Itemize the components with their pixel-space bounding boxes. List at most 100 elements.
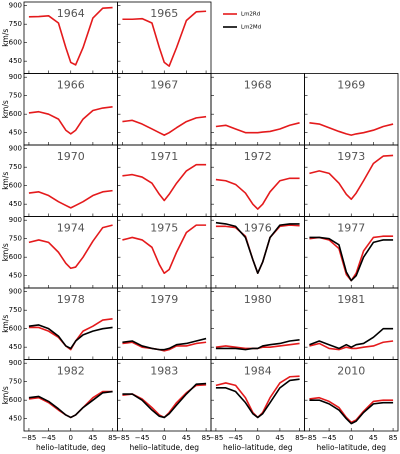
y-axis-label: km/s <box>1 100 10 118</box>
series-line <box>215 122 300 134</box>
panel-title: 1973 <box>337 150 365 163</box>
y-tick-label: 900 <box>9 145 22 153</box>
x-tick-label: 85 <box>295 434 304 442</box>
series-line <box>28 390 113 419</box>
y-tick-label: 900 <box>9 288 22 296</box>
y-tick-label: 450 <box>9 415 22 423</box>
legend-label: Lm2Md <box>241 25 261 31</box>
y-tick-label: 900 <box>9 216 22 224</box>
panel-title: 1965 <box>150 7 178 20</box>
panel: 1965 <box>117 1 212 74</box>
series-line <box>28 318 113 351</box>
x-tick-label: 0 <box>349 434 353 442</box>
y-tick-label: 750 <box>9 20 22 28</box>
y-tick-label: 450 <box>9 272 22 280</box>
series-line <box>28 105 113 135</box>
panel: 450 600 750 900 1970 km/s <box>1 144 118 217</box>
series-line <box>122 163 207 202</box>
legend: Lm2Rd Lm2Md <box>223 12 261 31</box>
x-axis-label: helio–latitude, deg <box>223 443 293 452</box>
panel: 1981 <box>304 287 399 360</box>
x-tick-label: 85 <box>108 434 117 442</box>
series-line <box>122 10 207 67</box>
panel: 1979 <box>117 287 212 360</box>
x-tick-label: 85 <box>389 434 398 442</box>
x-tick-label: −85 <box>22 434 37 442</box>
y-axis-label: km/s <box>1 386 10 404</box>
y-tick-label: 750 <box>9 235 22 243</box>
series-line <box>28 6 113 66</box>
panel: 1971 <box>117 144 212 217</box>
x-tick-label: −45 <box>41 434 56 442</box>
panel-title: 1981 <box>337 293 365 306</box>
panel-title: 1974 <box>57 222 85 235</box>
x-tick-label: 0 <box>69 434 73 442</box>
series-line <box>122 382 207 419</box>
panel: 450 600 750 900 1964 km/s <box>1 1 118 74</box>
panel: 450 600 750 900 1966 km/s <box>1 73 118 146</box>
x-tick-label: −45 <box>228 434 243 442</box>
panel-title: 1967 <box>150 79 178 92</box>
series-line <box>309 236 394 282</box>
panel-title: 1980 <box>244 293 272 306</box>
panel: 450 600 750 900 1978 km/s <box>1 287 118 360</box>
panel: −85 −45 0 45 85 2010 helio–latitude, deg <box>302 359 399 452</box>
panel-title: 1969 <box>337 79 365 92</box>
y-tick-label: 600 <box>9 39 22 47</box>
panel-title: 1977 <box>337 222 365 235</box>
panel: 1977 <box>304 216 399 289</box>
x-tick-label: −45 <box>322 434 337 442</box>
y-tick-label: 900 <box>9 73 22 81</box>
series-line <box>28 224 113 270</box>
panel: −85 −45 0 45 85 1984 helio–latitude, deg <box>209 359 305 452</box>
y-tick-label: 600 <box>9 182 22 190</box>
series-line <box>309 122 394 136</box>
panel-title: 1983 <box>150 365 178 378</box>
panel: 1969 <box>304 73 399 146</box>
panel-title: 1964 <box>57 7 85 20</box>
panel: 1975 <box>117 216 212 289</box>
series-line <box>309 327 394 350</box>
panel: 1973 <box>304 144 399 217</box>
y-tick-label: 750 <box>9 163 22 171</box>
series-line <box>122 383 207 419</box>
panel-title: 1975 <box>150 222 178 235</box>
y-tick-label: 600 <box>9 110 22 118</box>
panel: 1972 <box>210 144 305 217</box>
x-tick-label: −45 <box>135 434 150 442</box>
x-tick-label: 0 <box>162 434 166 442</box>
panel-title: 1978 <box>57 293 85 306</box>
x-axis-label: helio–latitude, deg <box>36 443 106 452</box>
panel-title: 1966 <box>57 79 85 92</box>
panel: 450 600 750 900 1974 km/s <box>1 216 118 289</box>
series-line <box>28 324 113 350</box>
y-tick-label: 600 <box>9 325 22 333</box>
y-tick-label: 450 <box>9 57 22 65</box>
series-line <box>122 115 207 136</box>
x-tick-label: −85 <box>302 434 317 442</box>
series-line <box>215 338 300 351</box>
y-axis-label: km/s <box>1 172 10 190</box>
series-line <box>309 340 394 351</box>
series-line <box>28 189 113 209</box>
x-tick-label: 45 <box>369 434 378 442</box>
x-tick-label: 85 <box>202 434 211 442</box>
panel-title: 1984 <box>244 365 272 378</box>
series-line <box>215 378 300 419</box>
panel-title: 1968 <box>244 79 272 92</box>
panel: 1980 <box>210 287 305 360</box>
series-line <box>309 235 394 282</box>
y-tick-label: 900 <box>9 359 22 367</box>
panel-title: 2010 <box>337 365 365 378</box>
series-line <box>309 396 394 424</box>
y-tick-label: 600 <box>9 253 22 261</box>
series-line <box>215 177 300 210</box>
series-line <box>122 224 207 275</box>
series-line <box>122 341 207 352</box>
y-axis-label: km/s <box>1 243 10 261</box>
y-axis-label: km/s <box>1 29 10 47</box>
x-axis-label: helio–latitude, deg <box>129 443 199 452</box>
legend-label: Lm2Rd <box>241 12 260 18</box>
x-tick-label: 45 <box>88 434 97 442</box>
